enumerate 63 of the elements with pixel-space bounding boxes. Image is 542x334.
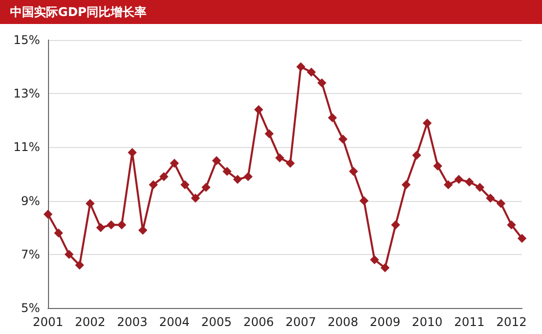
point (506, 220, 516, 230)
point (244, 172, 253, 182)
point (222, 166, 232, 176)
point (306, 68, 316, 77)
point (190, 194, 200, 203)
x-tick-label: 2010 (412, 315, 442, 329)
point (233, 174, 242, 184)
point (64, 250, 74, 259)
point (475, 182, 484, 192)
point (296, 62, 306, 72)
point (202, 182, 210, 192)
point (422, 118, 432, 128)
point (117, 220, 126, 230)
x-tick-label: 2008 (328, 315, 358, 329)
point (317, 78, 326, 88)
point (391, 220, 400, 230)
point (148, 180, 158, 190)
y-tick-label: 5% (20, 301, 40, 315)
point (412, 150, 422, 160)
y-tick-label: 13% (13, 86, 40, 101)
point (96, 223, 106, 232)
x-tick-label: 2012 (496, 315, 527, 329)
y-tick-label: 9% (20, 194, 40, 208)
point (328, 113, 337, 122)
x-tick-label: 2001 (32, 315, 64, 329)
point (54, 228, 64, 238)
point (454, 174, 464, 184)
x-tick-label: 2011 (454, 315, 485, 329)
point (338, 134, 348, 144)
point (180, 180, 190, 190)
point (464, 178, 474, 187)
point (212, 156, 222, 166)
point (44, 210, 52, 219)
y-tick-label: 15% (13, 33, 40, 47)
x-tick-label: 2003 (116, 315, 148, 329)
point (75, 260, 84, 270)
point (370, 255, 380, 264)
x-tick-label: 2007 (286, 315, 316, 329)
point (286, 158, 295, 168)
point (444, 180, 453, 190)
point (106, 220, 116, 230)
point (402, 180, 411, 190)
x-tick-label: 2005 (201, 315, 232, 329)
x-tick-label: 2006 (243, 315, 274, 329)
y-tick-label: 7% (20, 247, 40, 262)
chart-title: 中国实际GDP同比增长率 (0, 0, 542, 24)
point (380, 263, 390, 272)
point (518, 234, 526, 243)
point (159, 172, 168, 182)
point (170, 158, 179, 168)
x-tick-label: 2004 (159, 315, 190, 329)
point (264, 129, 274, 138)
x-tick-label: 2009 (370, 315, 400, 329)
point (433, 161, 442, 170)
point (86, 198, 95, 208)
point (254, 105, 264, 114)
x-tick-label: 2002 (74, 315, 106, 329)
point (486, 194, 495, 203)
y-tick-label: 11% (13, 140, 40, 154)
point (496, 198, 506, 208)
point (348, 166, 358, 176)
point (360, 196, 368, 206)
point (275, 153, 284, 162)
